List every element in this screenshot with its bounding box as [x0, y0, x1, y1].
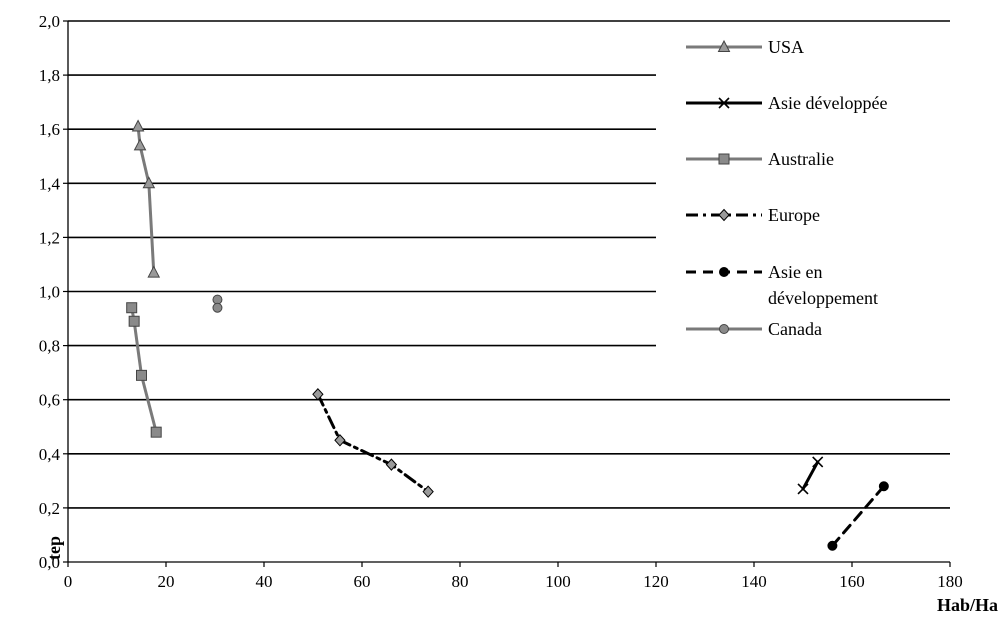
legend-marker	[718, 153, 730, 165]
series-line	[136, 124, 156, 275]
series-2	[126, 302, 162, 438]
data-point	[812, 456, 824, 468]
legend-label: Canada	[768, 319, 822, 339]
legend-label: Europe	[768, 205, 820, 225]
y-tick-labels: 0,0 0,2 0,4 0,6 0,8 1,0 1,2 1,4 1,6 1,8 2,0	[39, 12, 61, 572]
legend-marker	[718, 97, 730, 109]
data-point	[150, 426, 162, 438]
data-point	[128, 315, 140, 327]
series-1	[797, 456, 824, 495]
legend-entry: USA	[686, 37, 804, 57]
x-tick-label: 80	[452, 572, 469, 591]
data-point	[126, 302, 138, 314]
y-tick-label: 1,4	[39, 174, 61, 193]
data-series	[126, 119, 889, 551]
series-4	[827, 481, 889, 551]
y-tick-label: 0,4	[39, 445, 61, 464]
y-tick-label: 2,0	[39, 12, 60, 31]
legend-entry: Asie développée	[686, 93, 887, 113]
data-point	[312, 388, 324, 401]
series-line	[316, 392, 430, 494]
data-point	[212, 302, 223, 313]
series-5	[212, 294, 223, 313]
y-tick-label: 1,2	[39, 228, 60, 247]
y-tick-label: 1,0	[39, 283, 60, 302]
legend-entry: Europe	[686, 205, 820, 225]
y-tick-label: 0,6	[39, 391, 60, 410]
data-point	[422, 485, 434, 498]
y-tick-label: 0,0	[39, 553, 60, 572]
x-tick-label: 120	[643, 572, 669, 591]
data-point	[334, 434, 346, 447]
legend-label: Asie en	[768, 262, 822, 282]
legend-label: Australie	[768, 149, 834, 169]
x-tick-label: 160	[839, 572, 865, 591]
x-tick-label: 100	[545, 572, 571, 591]
legend-entry: Canada	[686, 319, 822, 339]
y-axis-title: tep	[44, 536, 64, 560]
legend-marker	[719, 324, 729, 334]
data-point	[878, 481, 889, 492]
data-point	[797, 483, 809, 495]
data-point	[827, 540, 838, 551]
legend-label: Asie développée	[768, 93, 887, 113]
y-tick-label: 1,6	[39, 120, 60, 139]
x-tick-label: 20	[158, 572, 175, 591]
legend-marker	[717, 39, 731, 52]
legend-entry: Asie en développement	[686, 262, 878, 308]
x-tick-labels: 0 20 40 60 80 100 120 140 160 180	[64, 572, 963, 591]
x-tick-label: 60	[354, 572, 371, 591]
series-3	[312, 388, 434, 498]
x-axis-title: Hab/Ha	[937, 595, 998, 615]
data-point	[385, 458, 398, 471]
legend-label: développement	[768, 288, 878, 308]
y-tick-label: 1,8	[39, 66, 60, 85]
legend-marker	[719, 267, 729, 277]
x-tick-label: 40	[256, 572, 273, 591]
y-tick-label: 0,2	[39, 499, 60, 518]
legend-marker	[718, 208, 730, 222]
series-line	[830, 484, 886, 548]
series-line	[130, 306, 158, 434]
x-tick-label: 180	[937, 572, 963, 591]
series-0	[131, 119, 161, 278]
axes	[63, 20, 951, 567]
series-line	[801, 460, 820, 491]
data-point	[142, 176, 156, 189]
y-tick-label: 0,8	[39, 337, 60, 356]
gridlines	[68, 20, 950, 509]
data-point	[147, 265, 161, 278]
legend-label: USA	[768, 37, 804, 57]
x-tick-label: 0	[64, 572, 73, 591]
data-point	[133, 138, 147, 151]
x-tick-label: 140	[741, 572, 767, 591]
legend: USA Asie développée Australie Europe Asie en…	[686, 37, 887, 339]
data-point	[136, 369, 147, 381]
legend-entry: Australie	[686, 149, 834, 169]
data-point	[131, 119, 145, 132]
